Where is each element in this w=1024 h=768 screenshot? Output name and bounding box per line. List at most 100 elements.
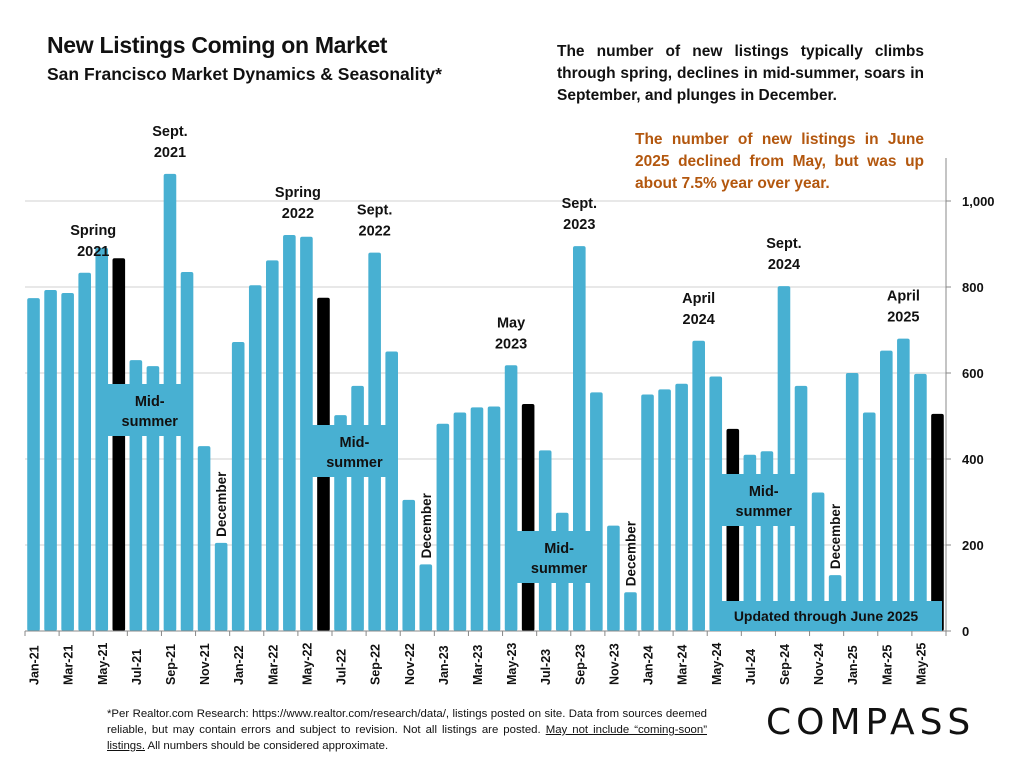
- bar: [641, 394, 654, 631]
- midsummer-label: Mid-: [544, 541, 574, 557]
- annotation-label: 2022: [359, 224, 391, 240]
- x-tick-label: Jan-21: [28, 645, 42, 685]
- bar: [402, 499, 416, 631]
- x-tick-label: Sep-21: [164, 644, 178, 685]
- compass-logo-icon: COMPASS: [766, 702, 975, 743]
- x-tick-label: Jan-25: [846, 645, 860, 685]
- annotation-label: Sept.: [562, 196, 597, 212]
- y-tick-label: 1,000: [962, 194, 995, 209]
- bar: [436, 423, 450, 631]
- x-tick-label: Nov-23: [607, 643, 621, 685]
- midsummer-label: summer: [326, 455, 383, 471]
- x-tick-label: Nov-22: [403, 643, 417, 685]
- bar-highlight: [931, 413, 944, 631]
- bar: [897, 338, 910, 631]
- x-tick-label: Mar-23: [471, 645, 485, 685]
- x-tick-label: Jul-21: [130, 649, 144, 685]
- midsummer-label: summer: [122, 414, 179, 430]
- bar: [385, 351, 398, 631]
- bar: [658, 389, 671, 631]
- highlight-callout: The number of new listings in June 2025 …: [635, 131, 924, 192]
- x-tick-label: Nov-21: [198, 643, 212, 685]
- midsummer-box: [311, 425, 398, 477]
- bar: [231, 342, 245, 631]
- footnote-text: *Per Realtor.com Research: https://www.r…: [107, 708, 707, 736]
- x-tick-label: May-25: [914, 643, 928, 685]
- bar: [300, 236, 313, 631]
- bar-highlight: [726, 428, 740, 631]
- bar: [504, 365, 518, 631]
- annotation-december: December: [214, 471, 229, 537]
- annotation-label: 2023: [495, 336, 527, 352]
- svg-text:COMPASS: COMPASS: [766, 702, 975, 743]
- updated-banner: [710, 601, 942, 631]
- annotation-december: December: [828, 503, 843, 569]
- x-tick-label: Jan-23: [437, 645, 451, 685]
- x-tick-label: Jan-24: [642, 645, 656, 685]
- annotation-label: 2021: [154, 145, 186, 161]
- bar: [845, 373, 859, 631]
- chart-subtitle: San Francisco Market Dynamics & Seasonal…: [47, 64, 442, 84]
- bar: [283, 234, 296, 631]
- bar: [61, 293, 74, 631]
- x-tick-label: Mar-21: [62, 645, 76, 685]
- annotation-label: April: [887, 289, 920, 305]
- axes: 0 200 400 600 800 1,000 Jan-21 Mar-21 May-21 Jul-…: [24, 158, 995, 685]
- description-text: The number of new listings typically cli…: [557, 43, 924, 104]
- bar: [266, 260, 279, 631]
- bar: [487, 406, 501, 631]
- x-tick-label: Jan-22: [232, 645, 246, 685]
- annotation-label: 2024: [768, 257, 800, 273]
- bar: [470, 407, 484, 631]
- bar-highlight: [112, 258, 126, 631]
- x-tick-label: May-21: [96, 643, 110, 685]
- bar: [214, 542, 228, 631]
- annotation-label: 2025: [887, 310, 919, 326]
- midsummer-box: [516, 531, 603, 583]
- compass-logo: COMPASS: [766, 700, 1006, 753]
- midsummer-label: summer: [531, 561, 588, 577]
- bar: [27, 298, 40, 631]
- x-tick-label: Mar-24: [676, 645, 690, 685]
- midsummer-label: Mid-: [340, 435, 370, 451]
- annotation-label: Sept.: [766, 236, 801, 252]
- annotation-label: 2023: [563, 217, 595, 233]
- bar-chart: 0 200 400 600 800 1,000 Jan-21 Mar-21 May-21 Jul-…: [24, 124, 995, 685]
- bar: [95, 247, 109, 631]
- bar: [197, 446, 211, 631]
- midsummer-label: summer: [736, 504, 793, 520]
- annotation-label: Spring: [70, 223, 116, 239]
- bar: [248, 285, 262, 631]
- x-tick-label: Jul-22: [335, 649, 349, 685]
- x-tick-label: Sep-22: [369, 644, 383, 685]
- gridlines: [25, 200, 946, 546]
- annotation-december: December: [419, 492, 434, 558]
- bar: [419, 564, 433, 631]
- annotation-label: 2022: [282, 206, 314, 222]
- bar: [709, 376, 723, 631]
- bar: [624, 592, 637, 631]
- x-tick-label: Sep-23: [573, 644, 587, 685]
- bar: [180, 271, 194, 631]
- midsummer-label: Mid-: [135, 394, 165, 410]
- bar: [453, 412, 467, 631]
- footnote-underlined: May not include “coming-soon” listings.: [107, 724, 707, 752]
- y-tick-label: 200: [962, 538, 984, 553]
- annotation-label: Sept.: [152, 124, 187, 140]
- x-tick-label: Jul-24: [744, 649, 758, 685]
- annotations: Spring 2021 Sept. 2021 Spring 2022 Sept. 2022 Ma…: [70, 124, 942, 631]
- bar: [811, 492, 825, 631]
- bar-highlight: [521, 403, 535, 631]
- footnote-tail: All numbers should be considered approxi…: [147, 740, 389, 752]
- bar: [880, 350, 893, 631]
- annotation-label: 2021: [77, 244, 109, 260]
- annotation-label: May: [497, 315, 525, 331]
- updated-banner-text: Updated through June 2025: [734, 608, 919, 624]
- y-tick-label: 800: [962, 280, 984, 295]
- bar: [675, 383, 688, 631]
- chart-title: New Listings Coming on Market: [47, 32, 388, 58]
- bar: [607, 525, 620, 631]
- midsummer-box: [720, 474, 807, 526]
- x-tick-label: Mar-22: [266, 645, 280, 685]
- x-tick-label: Nov-24: [812, 643, 826, 685]
